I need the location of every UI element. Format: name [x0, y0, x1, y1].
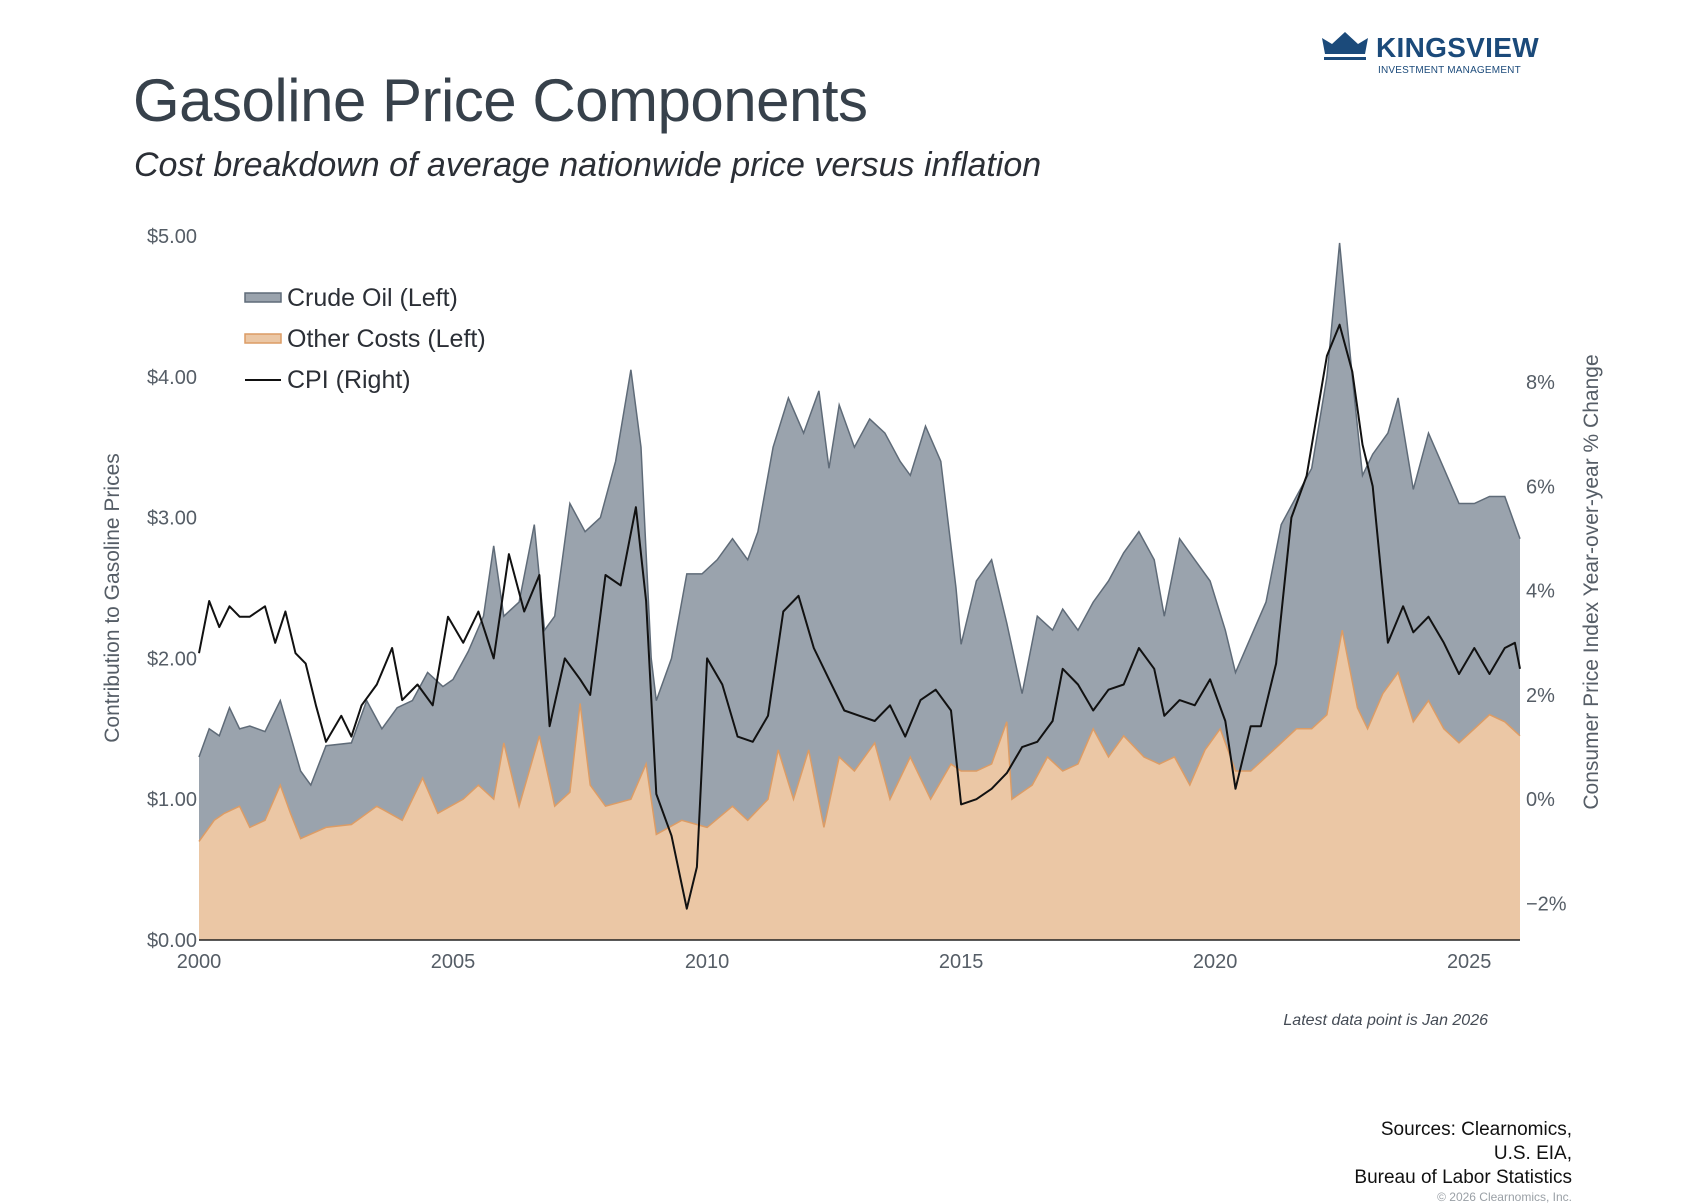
y-right-tick-label: 2% — [1526, 685, 1555, 707]
source-line: Bureau of Labor Statistics — [1354, 1167, 1572, 1188]
x-tick-label: 2005 — [431, 951, 476, 973]
source-line: Sources: Clearnomics, — [1380, 1119, 1572, 1140]
kingsview-logo: KINGSVIEW INVESTMENT MANAGEMENT — [1320, 30, 1550, 82]
x-tick-label: 2015 — [939, 951, 984, 973]
y-right-tick-label: 6% — [1526, 476, 1555, 498]
y-right-tick-label: 0% — [1526, 789, 1555, 811]
cpi-line — [198, 323, 1521, 910]
y-left-tick-label: $0.00 — [147, 930, 197, 952]
y-right-tick-label: −2% — [1526, 893, 1567, 915]
y-left-tick-label: $4.00 — [147, 367, 197, 389]
legend-swatch-crude — [244, 292, 282, 303]
y-left-tick-label: $5.00 — [147, 226, 197, 248]
page-title: Gasoline Price Components — [133, 67, 868, 134]
sources-block: Sources: Clearnomics, U.S. EIA, Bureau o… — [1354, 1118, 1572, 1190]
y-right-tick-label: 8% — [1526, 372, 1555, 394]
page-subtitle: Cost breakdown of average nationwide pri… — [134, 146, 1042, 184]
x-tick-label: 2020 — [1193, 951, 1238, 973]
other-costs-edge — [198, 630, 1521, 842]
legend-label: Crude Oil (Left) — [287, 284, 458, 312]
y-right-tick-label: 4% — [1526, 581, 1555, 603]
legend-label: CPI (Right) — [287, 366, 411, 394]
y-right-axis-title: Consumer Price Index Year-over-year % Ch… — [1580, 354, 1603, 809]
latest-data-note: Latest data point is Jan 2026 — [1283, 1012, 1488, 1029]
x-tick-label: 2010 — [685, 951, 730, 973]
gasoline-price-chart: $0.00 $1.00 $2.00 $3.00 $4.00 $5.00 −2% 0% 2% 4% 6… — [101, 226, 1603, 973]
y-left-axis-title: Contribution to Gasoline Prices — [101, 453, 124, 742]
crude-oil-edge — [198, 242, 1521, 787]
y-left-tick-label: $2.00 — [147, 648, 197, 670]
logo-name: KINGSVIEW — [1376, 32, 1539, 63]
logo-tagline: INVESTMENT MANAGEMENT — [1378, 65, 1521, 76]
y-left-tick-label: $1.00 — [147, 789, 197, 811]
x-tick-label: 2025 — [1447, 951, 1492, 973]
legend-label: Other Costs (Left) — [287, 325, 486, 353]
source-line: U.S. EIA, — [1493, 1143, 1572, 1164]
crude-oil-area — [199, 243, 1520, 940]
copyright: © 2026 Clearnomics, Inc. — [1437, 1190, 1572, 1204]
x-tick-label: 2000 — [177, 951, 222, 973]
y-left-tick-label: $3.00 — [147, 508, 197, 530]
other-costs-area — [199, 630, 1520, 940]
legend-swatch-other — [244, 333, 282, 344]
crown-icon — [1322, 32, 1368, 60]
